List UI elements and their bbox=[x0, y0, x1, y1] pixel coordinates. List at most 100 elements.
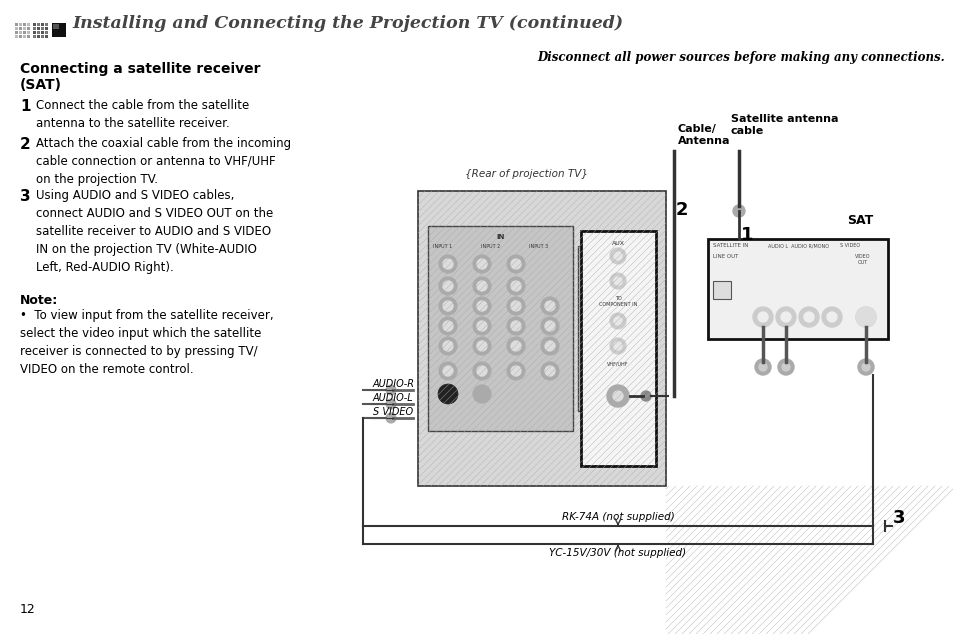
Circle shape bbox=[438, 337, 456, 355]
Circle shape bbox=[640, 391, 650, 401]
Circle shape bbox=[540, 362, 558, 380]
Text: {Rear of projection TV}: {Rear of projection TV} bbox=[465, 169, 588, 179]
Circle shape bbox=[442, 301, 453, 311]
Circle shape bbox=[544, 366, 555, 376]
Bar bbox=[23, 23, 26, 26]
Text: VIDEO
OUT: VIDEO OUT bbox=[854, 254, 870, 265]
Bar bbox=[15, 23, 18, 26]
Circle shape bbox=[544, 301, 555, 311]
Circle shape bbox=[758, 312, 767, 322]
Circle shape bbox=[614, 252, 621, 260]
Bar bbox=[712, 281, 730, 299]
Circle shape bbox=[473, 317, 491, 335]
Circle shape bbox=[778, 359, 793, 375]
Bar bbox=[41, 31, 44, 34]
Circle shape bbox=[608, 387, 617, 395]
Text: 3: 3 bbox=[892, 509, 904, 527]
Text: Using AUDIO and S VIDEO cables,
connect AUDIO and S VIDEO OUT on the
satellite r: Using AUDIO and S VIDEO cables, connect … bbox=[36, 189, 273, 274]
Circle shape bbox=[473, 297, 491, 315]
Text: INPUT 2: INPUT 2 bbox=[480, 244, 499, 249]
Circle shape bbox=[605, 294, 619, 308]
Circle shape bbox=[614, 317, 621, 325]
Bar bbox=[417, 191, 665, 486]
Circle shape bbox=[474, 386, 490, 402]
Bar bbox=[19, 35, 22, 38]
Circle shape bbox=[442, 281, 453, 291]
Bar bbox=[15, 27, 18, 30]
Circle shape bbox=[605, 324, 619, 338]
Circle shape bbox=[540, 317, 558, 335]
Circle shape bbox=[799, 307, 818, 327]
Circle shape bbox=[752, 307, 772, 327]
Circle shape bbox=[540, 337, 558, 355]
Bar bbox=[578, 246, 647, 411]
Bar bbox=[37, 31, 40, 34]
Bar bbox=[37, 23, 40, 26]
Text: SAT: SAT bbox=[846, 214, 872, 227]
Circle shape bbox=[826, 312, 836, 322]
Text: (SAT): (SAT) bbox=[20, 78, 62, 92]
Text: 2: 2 bbox=[20, 137, 30, 152]
Bar bbox=[707, 239, 887, 339]
Circle shape bbox=[609, 248, 625, 264]
Circle shape bbox=[438, 317, 456, 335]
Text: Installing and Connecting the Projection TV (continued): Installing and Connecting the Projection… bbox=[71, 15, 622, 32]
Circle shape bbox=[781, 363, 789, 371]
Text: AUDIO-L: AUDIO-L bbox=[373, 393, 414, 403]
Circle shape bbox=[442, 366, 453, 376]
Circle shape bbox=[609, 273, 625, 289]
Text: VHF/UHF: VHF/UHF bbox=[607, 361, 628, 366]
Bar bbox=[15, 35, 18, 38]
Text: AUDIO-R: AUDIO-R bbox=[373, 379, 415, 389]
Circle shape bbox=[438, 362, 456, 380]
Circle shape bbox=[438, 297, 456, 315]
Bar bbox=[15, 31, 18, 34]
Bar bbox=[53, 24, 59, 29]
Circle shape bbox=[473, 337, 491, 355]
Circle shape bbox=[759, 363, 766, 371]
Circle shape bbox=[775, 307, 795, 327]
Bar bbox=[580, 231, 656, 466]
Circle shape bbox=[506, 317, 524, 335]
Text: 12: 12 bbox=[20, 603, 35, 616]
Circle shape bbox=[608, 327, 617, 335]
Text: YC-15V/30V (not supplied): YC-15V/30V (not supplied) bbox=[549, 548, 686, 558]
Circle shape bbox=[476, 389, 486, 399]
Bar bbox=[45, 23, 48, 26]
Circle shape bbox=[803, 312, 813, 322]
Circle shape bbox=[506, 277, 524, 295]
Circle shape bbox=[511, 341, 520, 351]
Circle shape bbox=[473, 277, 491, 295]
Bar bbox=[19, 31, 22, 34]
Circle shape bbox=[608, 297, 617, 305]
Circle shape bbox=[606, 385, 628, 407]
Circle shape bbox=[506, 362, 524, 380]
Bar bbox=[33, 23, 36, 26]
Circle shape bbox=[438, 255, 456, 273]
Text: 2: 2 bbox=[676, 201, 688, 219]
Bar bbox=[45, 31, 48, 34]
Text: Disconnect all power sources before making any connections.: Disconnect all power sources before maki… bbox=[537, 51, 944, 64]
Circle shape bbox=[540, 297, 558, 315]
Circle shape bbox=[442, 259, 453, 269]
Circle shape bbox=[781, 312, 790, 322]
Circle shape bbox=[476, 301, 486, 311]
Circle shape bbox=[511, 321, 520, 331]
Bar bbox=[41, 27, 44, 30]
Circle shape bbox=[476, 281, 486, 291]
Text: INPUT 3: INPUT 3 bbox=[529, 244, 548, 249]
Text: Cable/
Antenna: Cable/ Antenna bbox=[678, 124, 730, 146]
Circle shape bbox=[613, 391, 622, 401]
Circle shape bbox=[506, 337, 524, 355]
Bar bbox=[27, 27, 30, 30]
Circle shape bbox=[437, 384, 457, 404]
Circle shape bbox=[855, 307, 875, 327]
Circle shape bbox=[386, 413, 395, 423]
Text: Connecting a satellite receiver: Connecting a satellite receiver bbox=[20, 62, 260, 76]
Circle shape bbox=[476, 341, 486, 351]
Circle shape bbox=[506, 297, 524, 315]
Circle shape bbox=[476, 366, 486, 376]
Text: TO
COMPONENT IN: TO COMPONENT IN bbox=[598, 296, 637, 307]
Circle shape bbox=[476, 259, 486, 269]
Text: Note:: Note: bbox=[20, 294, 58, 307]
